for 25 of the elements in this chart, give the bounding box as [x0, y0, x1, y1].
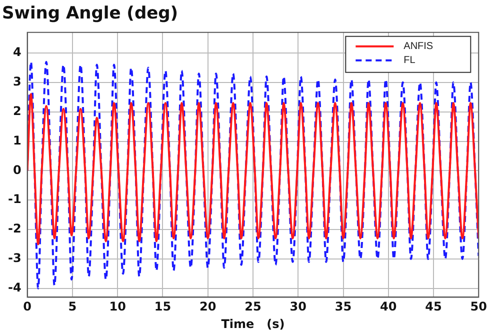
y-tick-label: 4	[12, 45, 22, 60]
x-tick-label: 50	[470, 300, 487, 314]
x-tick-label: 45	[425, 300, 442, 314]
y-tick-label: -1	[8, 192, 22, 206]
y-tick-label: 0	[12, 162, 22, 177]
y-tick-label: -3	[8, 251, 22, 266]
y-tick-label: 1	[12, 133, 22, 148]
x-tick-label: 5	[68, 300, 77, 314]
x-tick-label: 10	[109, 300, 126, 314]
x-tick-label: 15	[154, 300, 172, 314]
x-tick-label: 20	[200, 300, 216, 314]
x-tick-label: 25	[244, 300, 262, 314]
chart-title: Swing Angle (deg)	[2, 4, 178, 24]
y-tick-label: -2	[8, 222, 22, 236]
line-series	[27, 93, 479, 246]
y-tick-label: 2	[12, 104, 22, 118]
legend-label: ANFIS	[404, 41, 434, 52]
x-tick-label: 0	[23, 300, 32, 314]
x-tick-label: 35	[334, 300, 352, 314]
y-tick-label: -4	[8, 280, 22, 294]
x-axis-title: Time (s)	[221, 316, 285, 331]
x-tick-label: 40	[380, 300, 397, 314]
x-tick-label: 30	[290, 300, 306, 314]
y-tick-label: 3	[12, 74, 22, 89]
legend-label: FL	[404, 55, 416, 66]
